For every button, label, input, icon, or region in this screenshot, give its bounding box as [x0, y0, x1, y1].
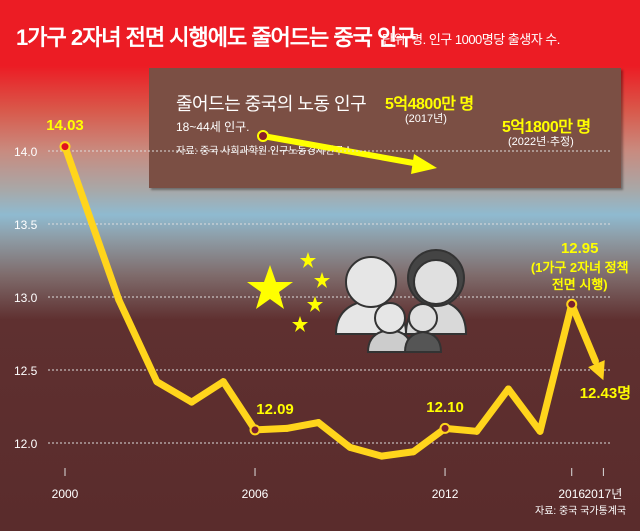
label-2000: 14.03 — [46, 117, 84, 134]
x-tick-label: 2006 — [242, 487, 269, 501]
end-year: (2022년·추정) — [508, 136, 574, 148]
series-segment — [314, 419, 354, 451]
decline-arrow-icon — [257, 130, 437, 174]
series-segment — [61, 143, 123, 304]
panel-title: 줄어드는 중국의 노동 인구 — [176, 94, 367, 114]
y-tick-label: 12.0 — [14, 437, 38, 451]
series-segment — [283, 419, 322, 432]
y-tick-label: 14.0 — [14, 145, 38, 159]
data-point — [249, 424, 261, 436]
panel-subtitle: 18~44세 인구. — [176, 120, 250, 134]
y-tick-label: 13.0 — [14, 291, 38, 305]
chart-title: 1가구 2자녀 전면 시행에도 줄어드는 중국 인구 — [16, 25, 416, 50]
series-segment — [504, 385, 544, 435]
label-2012: 12.10 — [426, 399, 464, 416]
label-2016-note: (1가구 2자녀 정책 — [531, 260, 629, 275]
data-point — [439, 422, 451, 434]
end-value: 5억1800만 명 — [502, 119, 591, 136]
label-2017: 12.43명 — [580, 384, 631, 402]
series-segment — [115, 296, 161, 386]
start-value: 5억4800만 명 — [385, 96, 474, 113]
series-segment — [536, 300, 576, 435]
x-tick-label: 2016 — [558, 487, 585, 501]
x-tick-label: 2012 — [432, 487, 459, 501]
label-2016: 12.95 — [561, 240, 599, 257]
x-tick-label: 2000 — [52, 487, 79, 501]
china-flag-stars-icon — [247, 252, 330, 332]
label-2016-note: 전면 시행) — [552, 277, 608, 292]
series-segment — [188, 378, 227, 406]
data-point — [59, 141, 71, 153]
series-segment — [473, 385, 512, 435]
series-segment — [219, 378, 259, 434]
x-tick-label: 2017년 — [585, 487, 623, 501]
series-segment — [378, 448, 417, 460]
data-point — [566, 298, 578, 310]
unit-note: 단위: 명. 인구 1000명당 출생자 수. — [382, 32, 560, 47]
chart-source: 자료: 중국 국가통계국 — [535, 506, 627, 517]
series-segment — [568, 300, 599, 365]
family-icon — [334, 249, 468, 353]
series-segment — [346, 443, 386, 460]
y-tick-label: 13.5 — [14, 218, 38, 232]
series-segment — [409, 424, 449, 456]
series-segment — [153, 378, 196, 406]
y-tick-label: 12.5 — [14, 364, 38, 378]
arrow-head — [588, 360, 605, 381]
label-2006: 12.09 — [256, 401, 294, 418]
start-year: (2017년) — [405, 113, 447, 125]
